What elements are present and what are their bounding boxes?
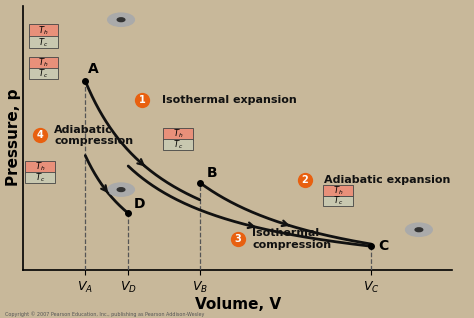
Circle shape: [415, 228, 423, 232]
Text: A: A: [88, 62, 99, 76]
Text: Isothermal
compression: Isothermal compression: [252, 228, 331, 250]
Text: $T_h$: $T_h$: [35, 161, 45, 173]
Text: Adiabatic expansion: Adiabatic expansion: [324, 175, 450, 185]
Circle shape: [406, 223, 432, 236]
Text: C: C: [378, 239, 389, 253]
Text: $T_h$: $T_h$: [38, 57, 48, 69]
Text: Adiabatic
compression: Adiabatic compression: [55, 125, 134, 146]
Text: Copyright © 2007 Pearson Education, Inc., publishing as Pearson Addison-Wesley: Copyright © 2007 Pearson Education, Inc.…: [5, 312, 204, 317]
Circle shape: [117, 188, 125, 191]
FancyBboxPatch shape: [164, 128, 193, 140]
Text: $T_h$: $T_h$: [38, 24, 48, 37]
Text: $T_c$: $T_c$: [173, 138, 183, 151]
FancyBboxPatch shape: [28, 68, 58, 79]
FancyBboxPatch shape: [25, 172, 55, 183]
X-axis label: Volume, V: Volume, V: [195, 297, 281, 313]
Text: $T_h$: $T_h$: [173, 128, 183, 140]
FancyBboxPatch shape: [28, 57, 58, 69]
Text: $T_c$: $T_c$: [38, 36, 48, 49]
FancyBboxPatch shape: [28, 24, 58, 37]
Text: $T_c$: $T_c$: [35, 171, 45, 184]
Text: $T_c$: $T_c$: [38, 67, 48, 80]
Circle shape: [108, 13, 135, 26]
FancyBboxPatch shape: [164, 139, 193, 150]
Y-axis label: Pressure, p: Pressure, p: [6, 89, 20, 186]
FancyBboxPatch shape: [323, 196, 353, 206]
Text: D: D: [134, 197, 146, 211]
Text: 3: 3: [235, 234, 241, 244]
Text: 2: 2: [301, 175, 308, 185]
Text: $T_c$: $T_c$: [333, 195, 343, 207]
Text: 4: 4: [36, 130, 44, 140]
Text: B: B: [207, 166, 218, 180]
Text: Isothermal expansion: Isothermal expansion: [162, 95, 296, 105]
FancyBboxPatch shape: [25, 161, 55, 173]
Circle shape: [108, 183, 135, 196]
Text: $T_h$: $T_h$: [333, 184, 343, 197]
FancyBboxPatch shape: [28, 37, 58, 48]
FancyBboxPatch shape: [323, 185, 353, 196]
Text: 1: 1: [139, 95, 146, 105]
Circle shape: [117, 18, 125, 22]
